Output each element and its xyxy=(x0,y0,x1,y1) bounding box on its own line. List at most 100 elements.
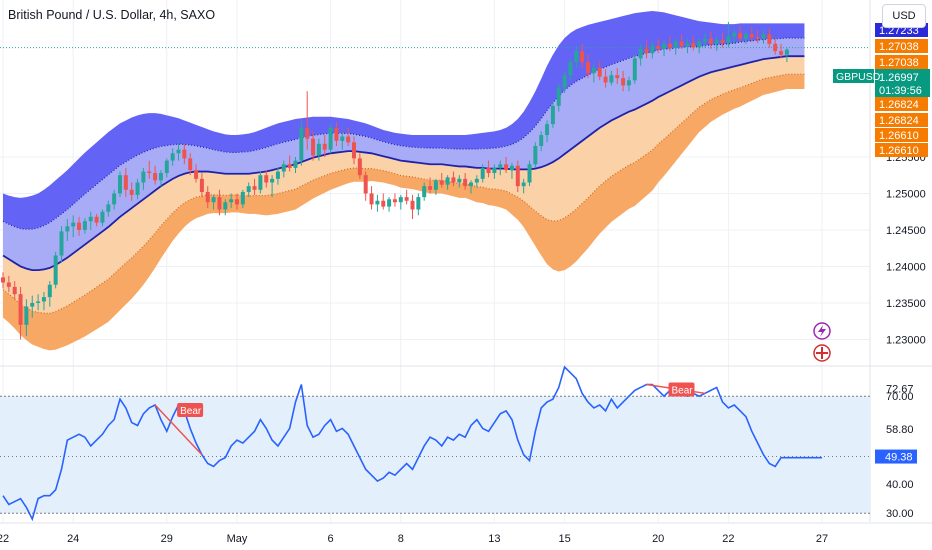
candle-body xyxy=(305,127,310,139)
candle-body xyxy=(703,38,707,42)
candle-body xyxy=(158,173,163,181)
upper-band-tag-text: 1.27233 xyxy=(879,25,919,37)
price-tick-label: 1.23500 xyxy=(886,298,926,310)
candle-body xyxy=(539,135,544,146)
rsi-tick-label: 58.80 xyxy=(886,424,914,436)
candle-body xyxy=(30,302,35,307)
candle-body xyxy=(135,182,140,195)
level-tag-bg xyxy=(875,55,928,69)
currency-button[interactable]: USD xyxy=(882,4,926,28)
candle-body xyxy=(632,58,637,81)
candle-body xyxy=(457,178,462,183)
candle-body xyxy=(439,180,444,185)
price-tick-label: 1.25000 xyxy=(886,188,926,200)
candle-body xyxy=(433,180,438,190)
chart-icons[interactable] xyxy=(813,322,831,362)
candle-body xyxy=(656,45,661,49)
lower-band-outer xyxy=(3,74,805,351)
candle-body xyxy=(182,149,187,159)
candle-body xyxy=(445,177,450,185)
candle-body xyxy=(334,127,339,141)
price-tick-label: 1.23000 xyxy=(886,334,926,346)
candle-body xyxy=(392,199,397,203)
candle-body xyxy=(428,186,433,190)
candle-body xyxy=(293,160,298,168)
candle-body xyxy=(779,51,784,55)
candle-body xyxy=(217,197,222,210)
candle-body xyxy=(340,136,345,141)
candle-body xyxy=(118,175,122,194)
level-tag: 1.27038 xyxy=(875,39,928,53)
candle-body xyxy=(451,177,456,183)
candle-body xyxy=(504,164,509,171)
bear-label: Bear xyxy=(672,386,694,397)
last-price-value: 1.26997 xyxy=(879,72,919,84)
candle-body xyxy=(59,231,64,256)
candle-body xyxy=(270,178,275,183)
candle-body xyxy=(77,222,82,230)
candle-body xyxy=(767,34,772,44)
candle-body xyxy=(100,211,105,223)
candle-body xyxy=(773,43,778,52)
candle-body xyxy=(568,62,573,76)
candle-body xyxy=(6,282,11,287)
candle-body xyxy=(545,124,550,136)
candle-body xyxy=(188,158,193,171)
candle-body xyxy=(41,297,46,302)
candle-body xyxy=(732,32,737,37)
price-tick-label: 1.24000 xyxy=(886,261,926,273)
symbol-tag: GBPUSD xyxy=(833,69,881,83)
candle-body xyxy=(71,222,76,227)
candle-body xyxy=(667,43,672,48)
level-tag: 1.27038 xyxy=(875,55,928,69)
candle-body xyxy=(521,182,526,187)
rsi-current-value: 49.38 xyxy=(885,452,913,464)
candle-body xyxy=(515,165,520,187)
symbol-text: GBPUSD xyxy=(836,71,881,83)
candle-body xyxy=(597,67,602,77)
last-price-bg xyxy=(875,69,930,97)
candle-body xyxy=(422,186,427,198)
candle-body xyxy=(316,143,321,156)
candle-body xyxy=(761,34,766,39)
candle-body xyxy=(720,40,725,44)
candle-body xyxy=(480,167,485,179)
candle-body xyxy=(381,200,386,207)
time-tick-label: 22 xyxy=(722,533,734,545)
candle-body xyxy=(235,199,239,205)
candle-body xyxy=(621,78,626,86)
candle-body xyxy=(211,197,216,203)
candle-body xyxy=(697,41,702,48)
candle-body xyxy=(229,199,234,203)
candle-body xyxy=(580,51,585,63)
candle-body xyxy=(170,153,175,161)
candle-body xyxy=(246,186,251,192)
level-tag: 1.26610 xyxy=(875,128,928,142)
candle-body xyxy=(387,199,392,207)
level-tag: 1.26610 xyxy=(875,143,928,157)
candle-body xyxy=(375,200,380,205)
level-tag-text: 1.26824 xyxy=(879,99,919,111)
time-tick-label: 22 xyxy=(0,533,9,545)
candle-body xyxy=(223,202,228,210)
candle-body xyxy=(36,301,41,303)
candle-body xyxy=(416,197,421,210)
candle-body xyxy=(258,175,263,190)
rsi-tick-label: 70.00 xyxy=(886,391,914,403)
bear-label-bg xyxy=(177,403,204,418)
candle-body xyxy=(106,204,111,212)
candle-body xyxy=(726,36,731,44)
candle-body xyxy=(398,197,403,203)
candle-body xyxy=(574,51,579,63)
rsi-tick-label: 30.00 xyxy=(886,508,914,520)
level-tag-text: 1.27038 xyxy=(879,57,919,69)
candle-body xyxy=(299,127,304,161)
candle-body xyxy=(357,158,362,176)
lightning-bolt-icon xyxy=(818,325,826,337)
candle-body xyxy=(123,175,128,190)
time-axis: 22 24 29 May 6 8 13 15 20 22 27 xyxy=(0,522,932,545)
candle-body xyxy=(533,146,538,165)
countdown: 01:39:56 xyxy=(879,85,922,97)
time-tick-label: 24 xyxy=(67,533,79,545)
